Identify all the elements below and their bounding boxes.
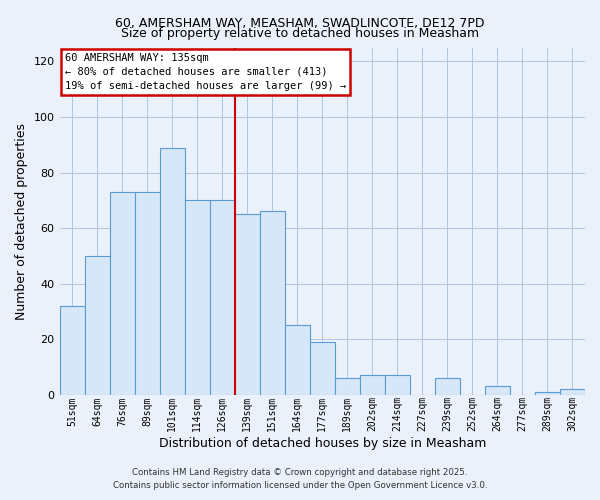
Bar [235, 214, 260, 395]
Bar [160, 148, 185, 395]
X-axis label: Distribution of detached houses by size in Measham: Distribution of detached houses by size … [158, 437, 486, 450]
Text: Size of property relative to detached houses in Measham: Size of property relative to detached ho… [121, 28, 479, 40]
Bar [260, 212, 285, 395]
Bar [185, 200, 209, 395]
Bar [209, 200, 235, 395]
Text: 60, AMERSHAM WAY, MEASHAM, SWADLINCOTE, DE12 7PD: 60, AMERSHAM WAY, MEASHAM, SWADLINCOTE, … [115, 18, 485, 30]
Bar [385, 376, 410, 395]
Bar [134, 192, 160, 395]
Bar [59, 306, 85, 395]
Bar [535, 392, 560, 395]
Bar [560, 389, 585, 395]
Bar [485, 386, 510, 395]
Text: 60 AMERSHAM WAY: 135sqm
← 80% of detached houses are smaller (413)
19% of semi-d: 60 AMERSHAM WAY: 135sqm ← 80% of detache… [65, 52, 346, 90]
Bar [360, 376, 385, 395]
Bar [110, 192, 134, 395]
Bar [335, 378, 360, 395]
Bar [85, 256, 110, 395]
Text: Contains HM Land Registry data © Crown copyright and database right 2025.
Contai: Contains HM Land Registry data © Crown c… [113, 468, 487, 489]
Bar [435, 378, 460, 395]
Bar [310, 342, 335, 395]
Y-axis label: Number of detached properties: Number of detached properties [15, 122, 28, 320]
Bar [285, 326, 310, 395]
